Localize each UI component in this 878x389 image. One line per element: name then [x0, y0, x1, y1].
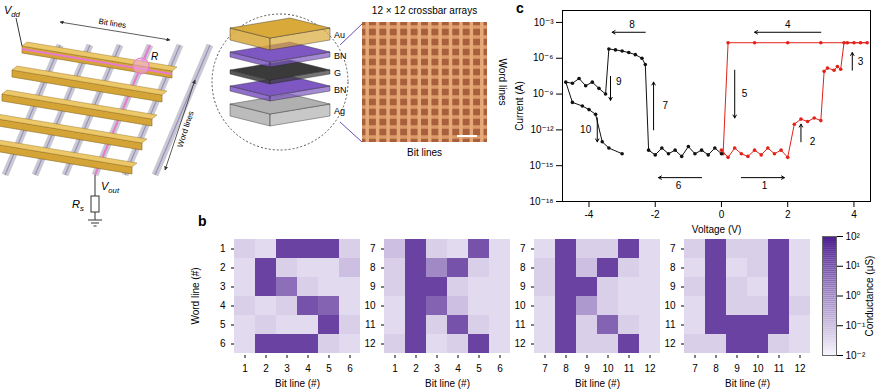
svg-text:10: 10 [514, 300, 526, 311]
svg-text:10²: 10² [846, 231, 861, 242]
svg-text:-4: -4 [585, 209, 594, 220]
svg-text:Ag: Ag [334, 106, 345, 116]
svg-text:R: R [151, 51, 158, 62]
svg-text:10: 10 [364, 300, 376, 311]
svg-text:12: 12 [794, 363, 806, 374]
svg-text:10⁻⁹: 10⁻⁹ [533, 88, 554, 99]
svg-text:1: 1 [220, 243, 226, 254]
svg-text:10: 10 [580, 124, 592, 135]
svg-text:Bit lines: Bit lines [98, 17, 127, 30]
svg-text:10⁰: 10⁰ [846, 290, 861, 301]
svg-text:Current (A): Current (A) [514, 81, 525, 130]
svg-text:6: 6 [676, 180, 682, 191]
svg-text:Word line (#): Word line (#) [190, 267, 201, 324]
svg-text:3: 3 [284, 363, 290, 374]
svg-text:0: 0 [719, 209, 725, 220]
svg-text:5: 5 [220, 319, 226, 330]
svg-text:10⁻²: 10⁻² [846, 350, 866, 361]
svg-text:3: 3 [434, 363, 440, 374]
svg-text:5: 5 [742, 88, 748, 99]
svg-text:2: 2 [785, 209, 791, 220]
svg-text:9: 9 [670, 281, 676, 292]
svg-text:6: 6 [497, 363, 503, 374]
svg-text:4: 4 [785, 19, 791, 30]
svg-text:4: 4 [455, 363, 461, 374]
svg-text:10⁻³: 10⁻³ [534, 17, 554, 28]
svg-text:10⁻¹: 10⁻¹ [845, 320, 866, 331]
svg-text:Conductance (μS): Conductance (μS) [864, 256, 875, 337]
svg-text:1: 1 [242, 363, 248, 374]
svg-text:1: 1 [762, 180, 768, 191]
svg-text:Vdd: Vdd [4, 4, 21, 19]
svg-text:10⁻¹⁸: 10⁻¹⁸ [530, 196, 554, 207]
svg-text:4: 4 [305, 363, 311, 374]
svg-text:9: 9 [584, 363, 590, 374]
svg-text:9: 9 [616, 76, 622, 87]
svg-text:9: 9 [734, 363, 740, 374]
svg-text:-2: -2 [651, 209, 660, 220]
svg-text:Bit line (#): Bit line (#) [275, 378, 320, 389]
svg-text:G: G [334, 68, 341, 78]
svg-text:7: 7 [370, 243, 376, 254]
svg-text:4: 4 [851, 209, 857, 220]
svg-text:8: 8 [629, 19, 635, 30]
svg-text:8: 8 [563, 363, 569, 374]
svg-text:11: 11 [665, 319, 676, 330]
svg-text:2: 2 [220, 262, 226, 273]
svg-text:4: 4 [220, 300, 226, 311]
svg-text:Au: Au [334, 30, 345, 40]
svg-text:Word lines: Word lines [497, 58, 508, 105]
svg-text:8: 8 [670, 262, 676, 273]
svg-text:9: 9 [520, 281, 526, 292]
svg-text:11: 11 [515, 319, 526, 330]
svg-text:6: 6 [347, 363, 353, 374]
svg-text:11: 11 [365, 319, 376, 330]
svg-text:b: b [198, 213, 207, 229]
svg-text:7: 7 [670, 243, 676, 254]
svg-text:BN: BN [334, 51, 347, 61]
svg-text:3: 3 [220, 281, 226, 292]
svg-text:10⁻¹²: 10⁻¹² [530, 124, 554, 135]
svg-text:10⁻⁶: 10⁻⁶ [533, 52, 554, 63]
svg-text:Rs: Rs [72, 198, 84, 213]
svg-text:Word lines: Word lines [176, 110, 196, 149]
svg-text:9: 9 [370, 281, 376, 292]
svg-text:10: 10 [602, 363, 614, 374]
svg-text:Bit line (#): Bit line (#) [725, 378, 770, 389]
svg-text:12 × 12 crossbar arrays: 12 × 12 crossbar arrays [372, 5, 477, 16]
svg-text:7: 7 [662, 100, 668, 111]
svg-text:10⁻¹⁵: 10⁻¹⁵ [530, 160, 554, 171]
svg-text:c: c [516, 0, 524, 16]
svg-text:Bit line (#): Bit line (#) [575, 378, 620, 389]
svg-text:3: 3 [858, 56, 864, 67]
svg-text:7: 7 [692, 363, 698, 374]
svg-text:Bit lines: Bit lines [407, 147, 442, 158]
svg-text:2: 2 [413, 363, 419, 374]
svg-text:12: 12 [644, 363, 656, 374]
svg-text:5: 5 [326, 363, 332, 374]
svg-text:10: 10 [752, 363, 764, 374]
svg-text:6: 6 [220, 338, 226, 349]
svg-text:Bit line (#): Bit line (#) [425, 378, 470, 389]
svg-text:1: 1 [392, 363, 398, 374]
svg-text:8: 8 [520, 262, 526, 273]
svg-text:11: 11 [624, 363, 635, 374]
svg-text:8: 8 [370, 262, 376, 273]
svg-text:12: 12 [364, 338, 376, 349]
svg-text:10¹: 10¹ [846, 260, 861, 271]
svg-text:2: 2 [263, 363, 269, 374]
svg-text:8: 8 [713, 363, 719, 374]
svg-text:BN: BN [334, 85, 347, 95]
svg-text:7: 7 [542, 363, 548, 374]
svg-text:5: 5 [476, 363, 482, 374]
svg-text:7: 7 [520, 243, 526, 254]
svg-text:12: 12 [514, 338, 526, 349]
svg-text:2: 2 [810, 136, 816, 147]
svg-text:10: 10 [664, 300, 676, 311]
svg-text:Vout: Vout [101, 180, 120, 195]
svg-text:Voltage (V): Voltage (V) [692, 224, 741, 235]
svg-text:12: 12 [664, 338, 676, 349]
svg-text:11: 11 [774, 363, 785, 374]
